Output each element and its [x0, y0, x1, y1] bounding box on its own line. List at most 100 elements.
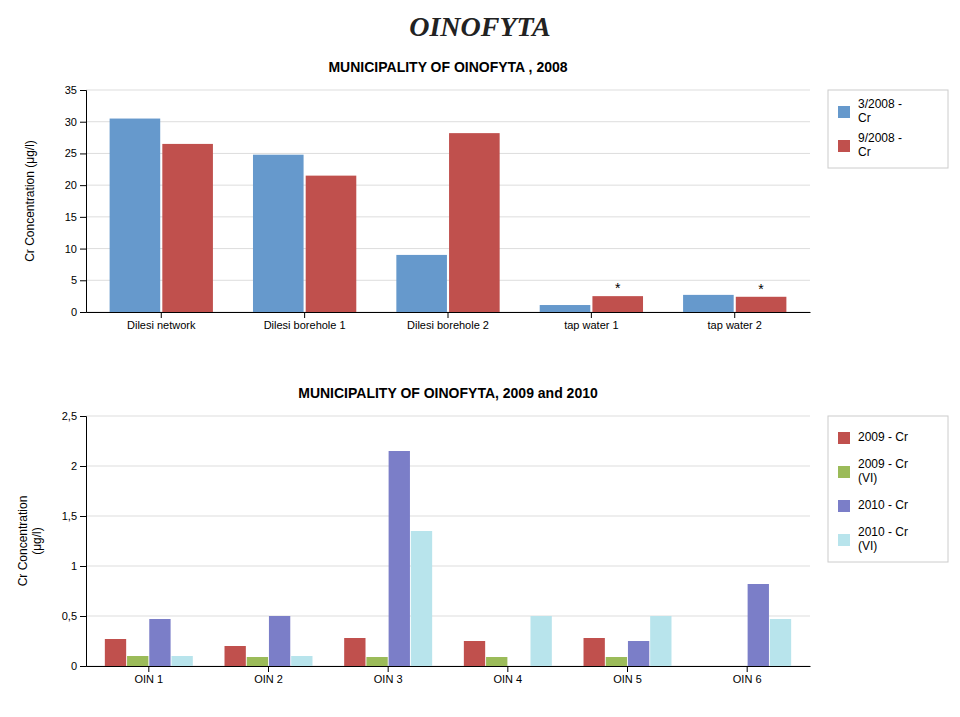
text-line: 3/2008 -: [858, 97, 902, 111]
legend-swatch: [838, 534, 850, 546]
chart-title: MUNICIPALITY OF OINOFYTA , 2008: [328, 59, 567, 75]
legend-label: 3/2008 -Cr: [858, 97, 902, 125]
chart: MUNICIPALITY OF OINOFYTA, 2009 and 2010 0…: [16, 385, 948, 685]
x-tick: OIN 3: [374, 666, 403, 685]
chart-title: MUNICIPALITY OF OINOFYTA, 2009 and 2010: [298, 385, 598, 401]
text-line: Cr: [858, 111, 871, 125]
x-tick-label: OIN 6: [733, 673, 762, 685]
x-tick: OIN 5: [613, 666, 642, 685]
y-tick-mark: [80, 122, 86, 123]
y-tick-label: 15: [65, 211, 77, 223]
y-tick-label: 2: [71, 460, 77, 472]
x-tick-label: Dilesi borehole 1: [264, 319, 346, 331]
bar: [592, 296, 643, 312]
x-tick-mark: [747, 666, 748, 672]
y-tick-mark: [80, 466, 86, 467]
bar: [770, 619, 791, 666]
bar: [703, 666, 724, 667]
x-axis-line: [87, 666, 811, 667]
y-tick: 10: [65, 243, 86, 255]
y-axis: 05101520253035: [65, 84, 87, 318]
bar: [411, 531, 432, 666]
x-axis: OIN 1OIN 2OIN 3OIN 4OIN 5OIN 6: [87, 666, 811, 685]
legend-label: 9/2008 -Cr: [858, 131, 902, 159]
grid-line: [86, 90, 810, 91]
x-tick: Dilesi borehole 1: [264, 312, 346, 331]
bar-series: [105, 638, 605, 666]
bar: [344, 638, 365, 666]
x-tick-label: Dilesi borehole 2: [407, 319, 489, 331]
y-tick-mark: [80, 217, 86, 218]
bar: [253, 155, 304, 312]
y-tick-mark: [80, 90, 86, 91]
grid-line: [86, 466, 810, 467]
grid-line: [86, 121, 810, 122]
bar: [628, 641, 649, 666]
legend-swatch: [838, 106, 850, 118]
legend: 2009 - Cr2009 - Cr(VI)2010 - Cr2010 - Cr…: [828, 416, 948, 562]
y-tick: 5: [71, 274, 86, 286]
bar: [606, 657, 627, 666]
y-tick: 25: [65, 147, 86, 159]
x-tick-label: OIN 5: [613, 673, 642, 685]
y-tick-label: 30: [65, 116, 77, 128]
grid-line: [86, 416, 810, 417]
x-tick: tap water 1: [564, 312, 618, 331]
bar: [683, 295, 734, 312]
bar: [736, 297, 787, 312]
x-tick-mark: [268, 666, 269, 672]
x-tick: OIN 6: [733, 666, 762, 685]
legend-label: 2009 - Cr: [858, 430, 908, 444]
x-tick-mark: [304, 312, 305, 318]
x-tick-mark: [627, 666, 628, 672]
y-tick: 0: [71, 306, 86, 318]
grid-line: [86, 616, 810, 617]
x-tick-label: tap water 2: [708, 319, 762, 331]
grid: [86, 90, 810, 312]
grid-line: [86, 516, 810, 517]
y-tick-mark: [80, 516, 86, 517]
y-tick-mark: [80, 566, 86, 567]
grid-line: [86, 666, 810, 667]
text-line: 2009 - Cr: [858, 430, 908, 444]
y-tick: 1,5: [62, 510, 86, 522]
x-tick-mark: [148, 666, 149, 672]
x-tick: OIN 1: [134, 666, 163, 685]
y-tick-label: 35: [65, 84, 77, 96]
bar: [225, 646, 246, 666]
x-axis: Dilesi network Dilesi borehole 1 Dilesi bo…: [87, 312, 811, 331]
bar: [149, 619, 170, 666]
bar: [486, 657, 507, 666]
y-tick: 0,5: [62, 610, 86, 622]
main-title: OINOFYTA: [409, 11, 551, 42]
bars: [105, 451, 791, 666]
annotation: *: [758, 281, 764, 297]
bar: [306, 176, 357, 312]
bar: [110, 119, 161, 312]
x-tick-mark: [591, 312, 592, 318]
text-line: 2009 - Cr: [858, 457, 908, 471]
text-line: (μg/l): [30, 527, 44, 555]
x-tick-label: tap water 1: [564, 319, 618, 331]
bar: [105, 639, 126, 666]
bar: [171, 656, 192, 666]
text-line: Cr Concentration: [16, 496, 30, 587]
y-tick-label: 0,5: [62, 610, 77, 622]
legend-swatch: [838, 140, 850, 152]
bar: [127, 656, 148, 666]
bar: [291, 656, 312, 666]
text-line: 9/2008 -: [858, 131, 902, 145]
x-tick-label: Dilesi network: [127, 319, 196, 331]
legend-frame: [828, 90, 948, 168]
bar: [389, 451, 410, 666]
legend-swatch: [838, 500, 850, 512]
y-tick-mark: [80, 616, 86, 617]
y-tick-mark: [80, 249, 86, 250]
legend-swatch: [838, 466, 850, 478]
text-line: (VI): [858, 539, 877, 553]
bar: [508, 666, 529, 667]
legend-label: 2010 - Cr: [858, 498, 908, 512]
bar: [584, 638, 605, 666]
y-tick-mark: [80, 153, 86, 154]
y-tick-mark: [80, 280, 86, 281]
